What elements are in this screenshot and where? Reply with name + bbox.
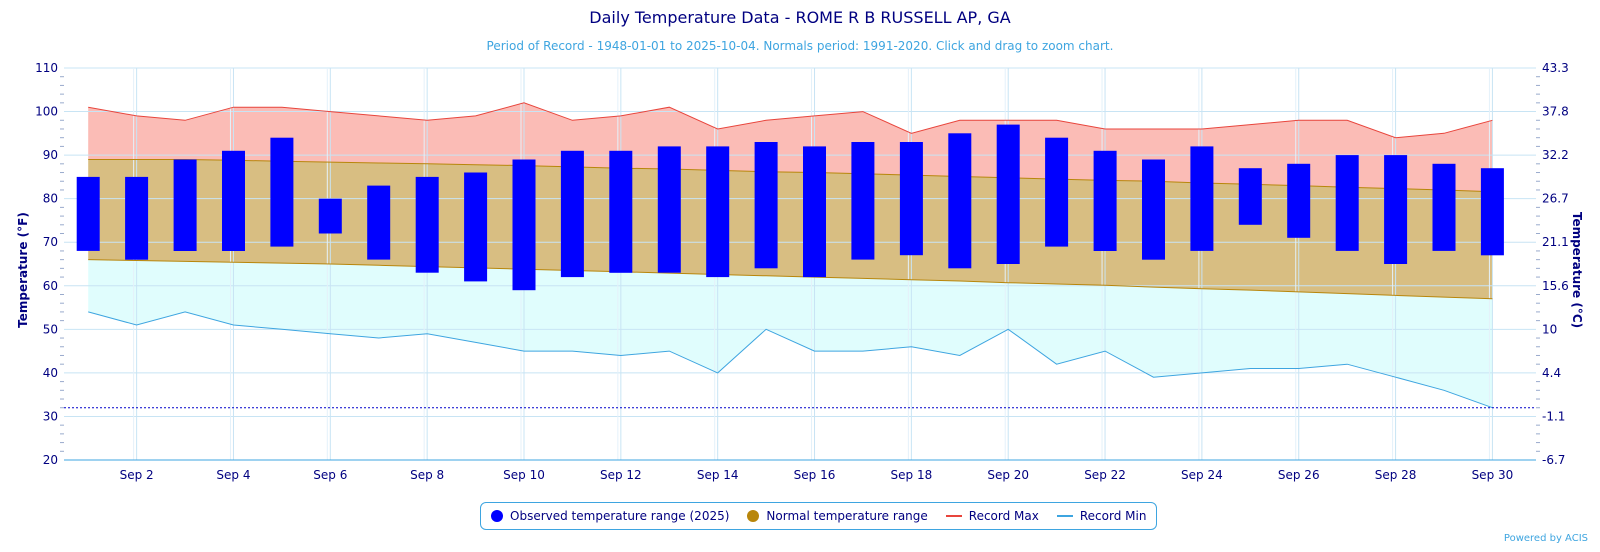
x-tick-label: Sep 10 (503, 468, 545, 482)
y-tick-label-right: 4.4 (1542, 366, 1561, 380)
legend-item-observed[interactable]: Observed temperature range (2025) (491, 509, 729, 523)
x-tick-label: Sep 6 (313, 468, 347, 482)
normal-range-band (88, 159, 1493, 299)
legend-item-record-max[interactable]: Record Max (945, 509, 1039, 523)
observed-bar-sep-30[interactable] (1480, 168, 1504, 256)
record-min-line-icon (1056, 515, 1073, 517)
x-tick-label: Sep 28 (1375, 468, 1417, 482)
y-tick-label-right: 26.7 (1542, 192, 1569, 206)
x-tick-label: Sep 8 (410, 468, 444, 482)
y-tick-label-left: 50 (43, 322, 58, 336)
x-tick-label: Sep 22 (1084, 468, 1126, 482)
observed-dot-icon (491, 510, 503, 522)
observed-bar-sep-13[interactable] (657, 146, 681, 273)
y-tick-label-left: 90 (43, 148, 58, 162)
y-tick-label-left: 70 (43, 235, 58, 249)
x-tick-label: Sep 26 (1278, 468, 1320, 482)
y-tick-label-left: 100 (35, 105, 58, 119)
chart-title: Daily Temperature Data - ROME R B RUSSEL… (589, 8, 1010, 27)
observed-bar-sep-8[interactable] (415, 176, 439, 273)
x-tick-label: Sep 30 (1472, 468, 1514, 482)
chart-legend: Observed temperature range (2025) Normal… (480, 502, 1158, 530)
powered-by-credit[interactable]: Powered by ACIS (1503, 533, 1588, 544)
legend-label-record-min: Record Min (1079, 509, 1147, 523)
record-max-line[interactable] (88, 102, 1493, 139)
legend-label-normal: Normal temperature range (766, 509, 928, 523)
observed-bar-sep-10[interactable] (512, 159, 536, 291)
y-tick-label-left: 30 (43, 409, 58, 423)
observed-bar-sep-18[interactable] (899, 142, 923, 256)
observed-bar-sep-9[interactable] (464, 172, 488, 282)
observed-bar-sep-7[interactable] (367, 185, 391, 260)
x-tick-label: Sep 24 (1181, 468, 1223, 482)
observed-bar-sep-11[interactable] (560, 150, 584, 278)
observed-bar-sep-20[interactable] (996, 124, 1020, 264)
legend-item-record-min[interactable]: Record Min (1056, 509, 1147, 523)
observed-bar-sep-5[interactable] (270, 137, 294, 247)
y-tick-label-left: 60 (43, 279, 58, 293)
observed-bar-sep-3[interactable] (173, 159, 197, 252)
y-tick-label-left: 80 (43, 192, 58, 206)
observed-bar-sep-2[interactable] (125, 176, 149, 260)
observed-bar-sep-23[interactable] (1142, 159, 1165, 260)
observed-bar-sep-1[interactable] (76, 176, 100, 251)
y-tick-label-right: 10 (1542, 322, 1557, 336)
observed-bar-sep-4[interactable] (222, 150, 245, 251)
normal-dot-icon (747, 510, 760, 522)
normal-low-line (88, 259, 1493, 300)
observed-bar-sep-24[interactable] (1190, 146, 1214, 251)
observed-bar-sep-21[interactable] (1045, 137, 1069, 247)
x-tick-label: Sep 16 (794, 468, 836, 482)
y-tick-label-left: 40 (43, 366, 58, 380)
y-axis-label-right: Temperature (°C) (1570, 212, 1584, 328)
x-tick-label: Sep 20 (987, 468, 1029, 482)
y-axis-label-left: Temperature (°F) (16, 212, 30, 328)
record-max-line-icon (945, 515, 962, 517)
legend-label-observed: Observed temperature range (2025) (510, 509, 730, 523)
observed-bar-sep-26[interactable] (1287, 163, 1311, 238)
y-tick-label-right: 15.6 (1542, 279, 1569, 293)
y-tick-label-right: -6.7 (1542, 453, 1565, 467)
observed-bar-sep-14[interactable] (706, 146, 730, 278)
x-tick-label: Sep 12 (600, 468, 642, 482)
y-tick-label-left: 110 (35, 61, 58, 75)
observed-bar-sep-16[interactable] (803, 146, 826, 278)
chart-subtitle: Period of Record - 1948-01-01 to 2025-10… (487, 39, 1114, 53)
x-tick-label: Sep 2 (120, 468, 154, 482)
observed-bar-sep-25[interactable] (1238, 168, 1262, 225)
x-tick-label: Sep 14 (697, 468, 739, 482)
y-tick-label-right: 43.3 (1542, 61, 1569, 75)
legend-label-record-max: Record Max (968, 509, 1039, 523)
y-tick-label-right: 32.2 (1542, 148, 1569, 162)
y-tick-label-left: 20 (43, 453, 58, 467)
observed-bar-sep-22[interactable] (1093, 150, 1117, 251)
observed-bar-sep-19[interactable] (948, 133, 972, 269)
observed-bar-sep-17[interactable] (851, 142, 875, 260)
record-max-band (88, 102, 1493, 192)
record-min-line[interactable] (88, 311, 1493, 409)
y-tick-label-right: -1.1 (1542, 409, 1565, 423)
legend-item-normal[interactable]: Normal temperature range (747, 509, 928, 523)
observed-bar-sep-29[interactable] (1432, 163, 1456, 251)
observed-bar-sep-6[interactable] (318, 198, 342, 234)
x-tick-label: Sep 4 (216, 468, 250, 482)
observed-bar-sep-12[interactable] (609, 150, 633, 273)
observed-bar-sep-28[interactable] (1384, 155, 1408, 264)
y-tick-label-right: 21.1 (1542, 235, 1569, 249)
x-tick-label: Sep 18 (891, 468, 933, 482)
y-tick-label-right: 37.8 (1542, 105, 1569, 119)
record-min-band (88, 259, 1493, 408)
observed-bar-sep-15[interactable] (754, 142, 778, 269)
observed-bar-sep-27[interactable] (1335, 155, 1359, 251)
